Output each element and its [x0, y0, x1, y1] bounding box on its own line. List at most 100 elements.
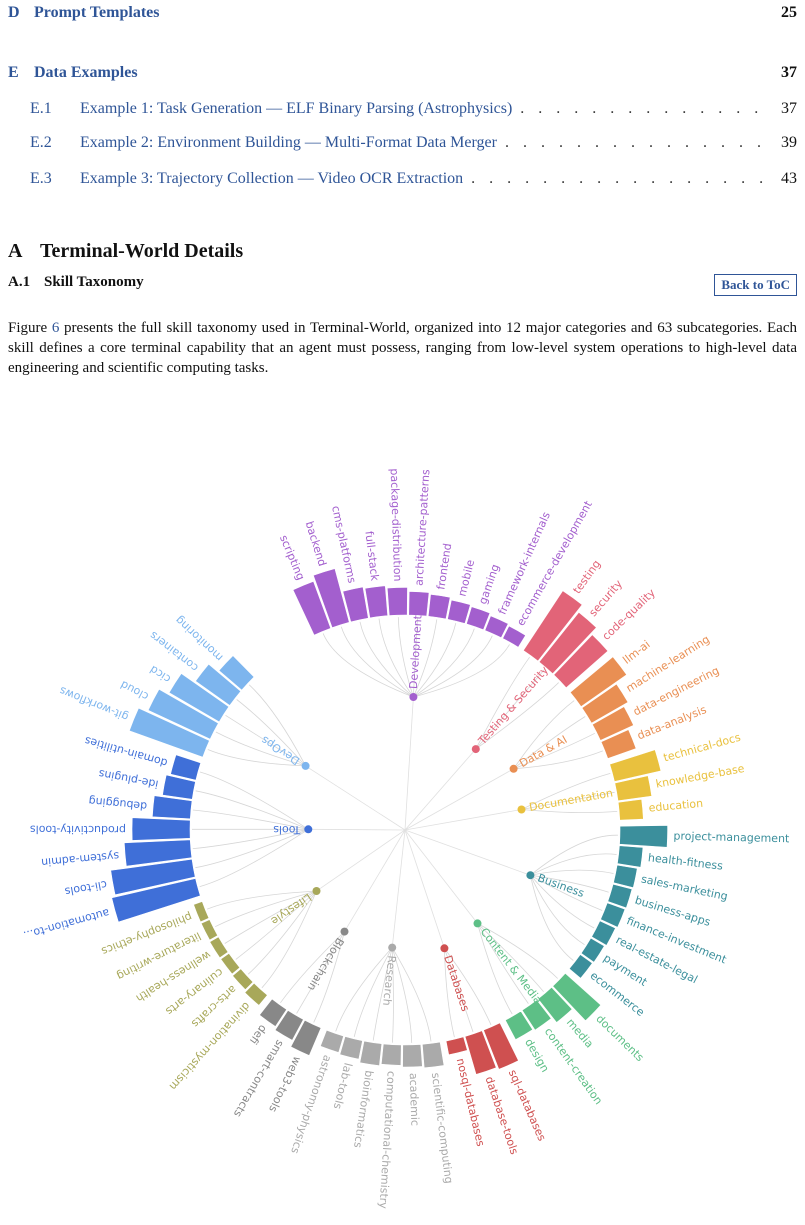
category-node	[526, 871, 535, 880]
hub-link	[391, 829, 406, 948]
skill-bar	[339, 1036, 363, 1060]
tree-link	[521, 773, 611, 810]
toc-page: 25	[781, 4, 797, 21]
tree-link	[235, 890, 317, 960]
skill-bar	[607, 883, 633, 909]
paragraph-text: presents the full skill taxonomy used in…	[8, 320, 797, 376]
skill-label: gaming	[476, 563, 502, 606]
hub-link	[308, 828, 406, 831]
skill-bar	[504, 1010, 534, 1041]
category-label: Business	[536, 871, 586, 900]
toc-entry-e2[interactable]: E.2 Example 2: Environment Building — Mu…	[8, 134, 797, 152]
tree-link	[477, 923, 529, 1004]
skill-bar	[609, 749, 662, 782]
toc-link[interactable]: Example 3: Trajectory Collection — Video…	[80, 170, 464, 187]
tree-link	[192, 809, 309, 830]
category-label: Development	[407, 614, 425, 689]
skill-bar	[290, 1019, 322, 1056]
tree-link	[413, 617, 418, 698]
toc-link[interactable]: Example 2: Environment Building — Multi-…	[80, 134, 497, 151]
tree-link	[444, 948, 455, 1038]
toc-number: E.3	[30, 170, 52, 187]
tree-link	[199, 771, 309, 830]
toc-entry-e3[interactable]: E.3 Example 3: Trajectory Collection — V…	[8, 170, 797, 188]
toc-link[interactable]: Data Examples	[34, 64, 138, 81]
skill-label: full-stack	[362, 530, 381, 582]
tree-link	[530, 874, 603, 911]
tree-link	[530, 869, 614, 876]
category-label: Databases	[441, 954, 472, 1014]
tree-link	[475, 656, 530, 750]
hub-link	[404, 829, 445, 949]
skill-label: knowledge-base	[655, 762, 746, 791]
body-paragraph: Figure 6 presents the full skill taxonom…	[8, 318, 797, 378]
toc-link[interactable]: Example 1: Task Generation — ELF Binary …	[80, 100, 513, 117]
skill-bar	[600, 729, 637, 759]
tree-link	[475, 682, 559, 750]
hub-link	[316, 829, 406, 892]
skill-bar	[359, 1040, 383, 1066]
skill-label: testing	[570, 558, 603, 597]
category-label: Data & AI	[517, 733, 569, 770]
category-label: Content & Media	[478, 926, 545, 1007]
skill-label: bioinformatics	[351, 1069, 376, 1149]
skill-bar	[123, 839, 193, 867]
hub-link	[404, 809, 522, 831]
toc-page: 43	[781, 170, 797, 187]
skill-bar	[447, 599, 471, 624]
section-number: A	[8, 240, 23, 262]
skill-bar	[466, 606, 491, 631]
category-label: Tools	[273, 823, 301, 836]
skill-bar	[502, 625, 527, 648]
skill-bar	[274, 1009, 304, 1041]
skill-label: package-distribution	[388, 468, 405, 581]
skill-label: cicd	[147, 663, 173, 686]
skill-bar	[111, 878, 201, 923]
skill-bar	[386, 587, 408, 616]
skill-bar	[319, 1029, 344, 1053]
tree-link	[195, 790, 309, 830]
tree-link	[530, 875, 585, 946]
figure-reference-link[interactable]: 6	[51, 320, 60, 336]
tree-link	[248, 684, 306, 767]
toc-entry-e1[interactable]: E.1 Example 1: Task Generation — ELF Bin…	[8, 100, 797, 118]
skill-label: project-management	[673, 830, 790, 846]
tree-link	[530, 853, 617, 876]
tree-link	[477, 923, 513, 1015]
skill-label: frontend	[434, 542, 454, 590]
tree-link	[225, 714, 306, 767]
section-heading: A Terminal-World Details	[8, 240, 243, 263]
tree-link	[413, 628, 475, 698]
skill-label: media	[564, 1016, 596, 1050]
skill-bar	[464, 1030, 497, 1075]
tree-link	[530, 874, 595, 929]
toc-entry-d[interactable]: D Prompt Templates 25	[8, 4, 797, 22]
skill-bar	[380, 1043, 402, 1066]
category-node	[409, 693, 418, 701]
tree-link	[261, 890, 317, 989]
category-label: Documentation	[528, 786, 614, 814]
tree-link	[413, 623, 457, 698]
skill-bar	[483, 1022, 519, 1070]
skill-label: scripting	[277, 533, 307, 582]
hub-link	[404, 768, 514, 831]
subsection-title: Skill Taxonomy	[44, 274, 144, 290]
skill-bar	[619, 825, 668, 848]
toc-entry-e[interactable]: E Data Examples 37	[8, 64, 797, 82]
skill-bar	[553, 634, 609, 689]
category-node	[312, 887, 321, 895]
skill-bar	[131, 817, 191, 841]
toc-page: 37	[781, 64, 797, 81]
skill-bar	[421, 1041, 445, 1069]
category-label: DevOps	[259, 733, 303, 767]
toc-number: D	[8, 4, 20, 21]
category-node	[440, 944, 449, 953]
skill-bar	[591, 920, 616, 946]
tree-link	[340, 626, 414, 698]
skill-label: debugging	[88, 794, 148, 812]
back-to-toc-button[interactable]: Back to ToC	[714, 274, 797, 296]
category-node	[517, 805, 526, 814]
toc-link[interactable]: Prompt Templates	[34, 4, 160, 21]
tree-link	[413, 635, 493, 698]
